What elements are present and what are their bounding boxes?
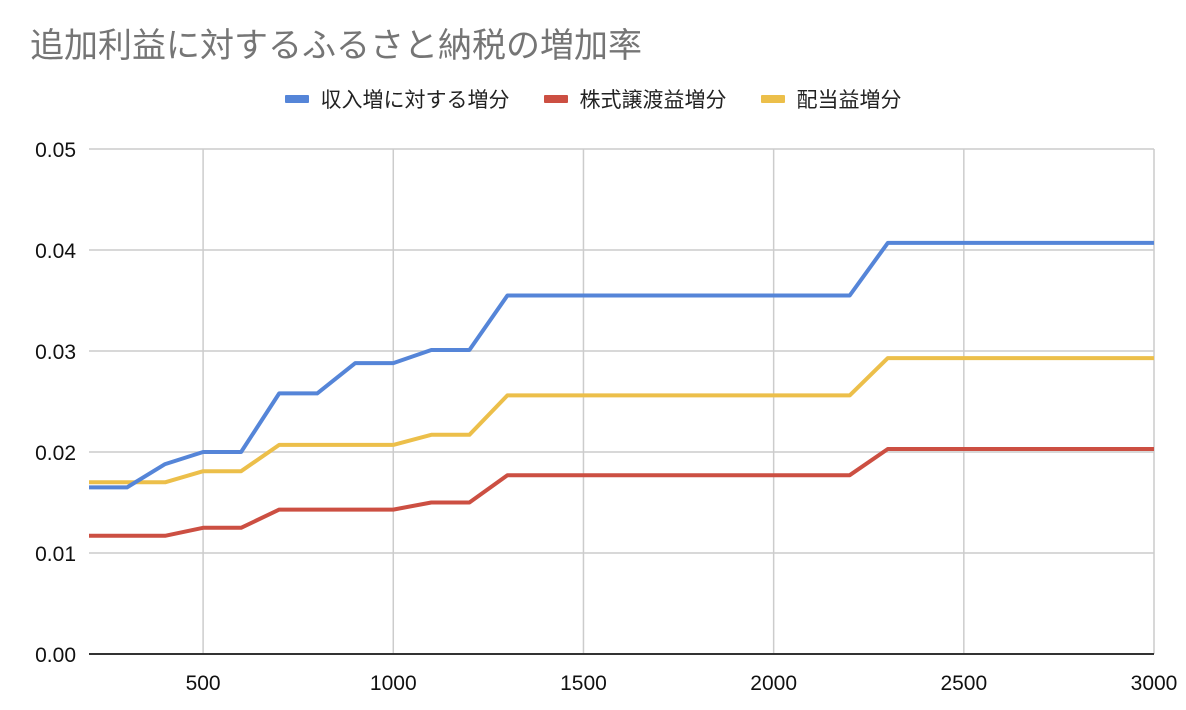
x-tick-label: 3000 <box>1131 672 1178 695</box>
legend-label: 株式譲渡益増分 <box>579 88 727 112</box>
y-tick-label: 0.05 <box>35 139 76 162</box>
x-axis-ticks: 500 1000 1500 2000 2500 3000 <box>186 672 1178 695</box>
legend-label: 配当益増分 <box>796 88 902 112</box>
x-tick-label: 1500 <box>560 672 607 695</box>
chart-legend: 収入増に対する増分 株式譲渡益増分 配当益増分 <box>0 84 1186 114</box>
y-tick-label: 0.04 <box>35 240 76 263</box>
x-tick-label: 2000 <box>750 672 797 695</box>
legend-item-income[interactable]: 収入増に対する増分 <box>284 84 510 114</box>
y-axis-ticks: 0.00 0.01 0.02 0.03 0.04 0.05 <box>35 139 76 667</box>
y-tick-label: 0.02 <box>35 442 76 465</box>
x-tick-label: 500 <box>186 672 221 695</box>
legend-item-stock-gains[interactable]: 株式譲渡益増分 <box>543 84 727 114</box>
x-tick-label: 2500 <box>940 672 987 695</box>
legend-swatch-icon <box>284 95 309 103</box>
y-tick-label: 0.03 <box>35 341 76 364</box>
legend-swatch-icon <box>760 95 785 103</box>
y-tick-label: 0.00 <box>35 644 76 667</box>
legend-item-dividend[interactable]: 配当益増分 <box>760 84 902 114</box>
chart-title: 追加利益に対するふるさと納税の増加率 <box>30 26 642 66</box>
legend-swatch-icon <box>543 95 568 103</box>
series-line[interactable] <box>89 447 1154 538</box>
series-line[interactable] <box>89 356 1154 485</box>
y-tick-label: 0.01 <box>35 543 76 566</box>
legend-label: 収入増に対する増分 <box>320 88 510 112</box>
x-tick-label: 1000 <box>370 672 417 695</box>
series-line[interactable] <box>89 240 1154 490</box>
series-lines <box>89 240 1154 538</box>
gridlines <box>89 148 1155 654</box>
